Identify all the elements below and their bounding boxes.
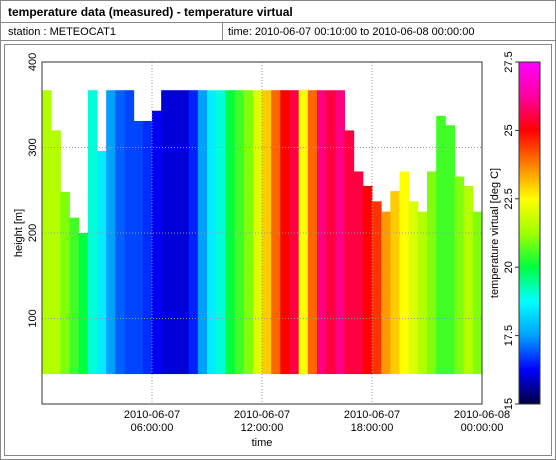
cell: [87, 90, 98, 375]
y-tick-label: 300: [27, 138, 39, 156]
cell: [390, 191, 400, 375]
cell: [97, 150, 107, 375]
cell: [317, 90, 327, 375]
y-tick-label: 100: [27, 309, 39, 327]
cell: [152, 110, 162, 375]
cell: [436, 115, 446, 375]
y-tick-label: 400: [27, 53, 39, 71]
cell: [353, 171, 364, 375]
cell: [142, 120, 153, 375]
cell: [225, 90, 235, 375]
y-tick-label: 200: [27, 224, 39, 242]
plot-frame: [41, 61, 483, 405]
cell: [243, 90, 254, 375]
cell: [42, 90, 52, 375]
colorbar-tick-label: 27.5: [503, 51, 515, 72]
cell: [271, 90, 281, 375]
cell: [298, 90, 309, 375]
x-tick-label: 2010-06-07 06:00:00: [123, 409, 181, 434]
cell: [124, 90, 135, 375]
x-tick-label: 2010-06-08 00:00:00: [453, 409, 511, 434]
colorbar-label: temperature virtual [deg C]: [489, 168, 501, 298]
chart-frame: [4, 44, 552, 456]
cell: [445, 125, 455, 375]
cell: [69, 217, 80, 375]
cell: [115, 90, 125, 375]
cell: [381, 211, 391, 375]
cell: [417, 211, 428, 375]
time-range: time: 2010-06-07 00:10:00 to 2010-06-08 …: [228, 26, 475, 38]
colorbar-tick-label: 20: [503, 261, 515, 273]
cell: [289, 90, 300, 375]
cell: [234, 90, 245, 375]
x-tick-label: 2010-06-07 18:00:00: [343, 409, 401, 434]
colorbar-tick-label: 15: [503, 398, 515, 410]
cell: [188, 90, 199, 375]
cell: [463, 185, 474, 375]
cell: [408, 201, 419, 375]
colorbar-tick-label: 22.5: [503, 188, 515, 209]
cell: [326, 90, 336, 375]
cell: [399, 171, 410, 375]
cell: [427, 171, 437, 375]
cell: [472, 211, 483, 375]
station: station : METEOCAT1: [8, 26, 116, 38]
colorbar: [518, 61, 541, 405]
colorbar-tick-label: 17.5: [503, 325, 515, 346]
y-axis-label: height [m]: [13, 209, 25, 257]
cell: [307, 90, 318, 375]
cell: [280, 90, 290, 375]
cell: [179, 90, 190, 375]
cell: [133, 120, 144, 375]
cell: [51, 130, 61, 375]
cell: [252, 90, 263, 375]
cell: [372, 201, 382, 375]
cell: [197, 90, 208, 375]
cell: [335, 90, 345, 375]
cell: [344, 130, 355, 375]
cell: [216, 90, 226, 375]
cell: [170, 90, 180, 375]
cell: [362, 185, 373, 375]
x-tick-label: 2010-06-07 12:00:00: [233, 409, 291, 434]
cell: [161, 90, 171, 375]
cell: [60, 191, 70, 375]
colorbar-tick-label: 25: [503, 124, 515, 136]
cell: [207, 90, 217, 375]
title: temperature data (measured) - temperatur…: [8, 5, 293, 19]
cell: [454, 176, 465, 375]
cell: [262, 90, 272, 375]
cell: [78, 233, 89, 375]
cell: [106, 90, 116, 375]
x-axis-label: time: [252, 437, 273, 449]
